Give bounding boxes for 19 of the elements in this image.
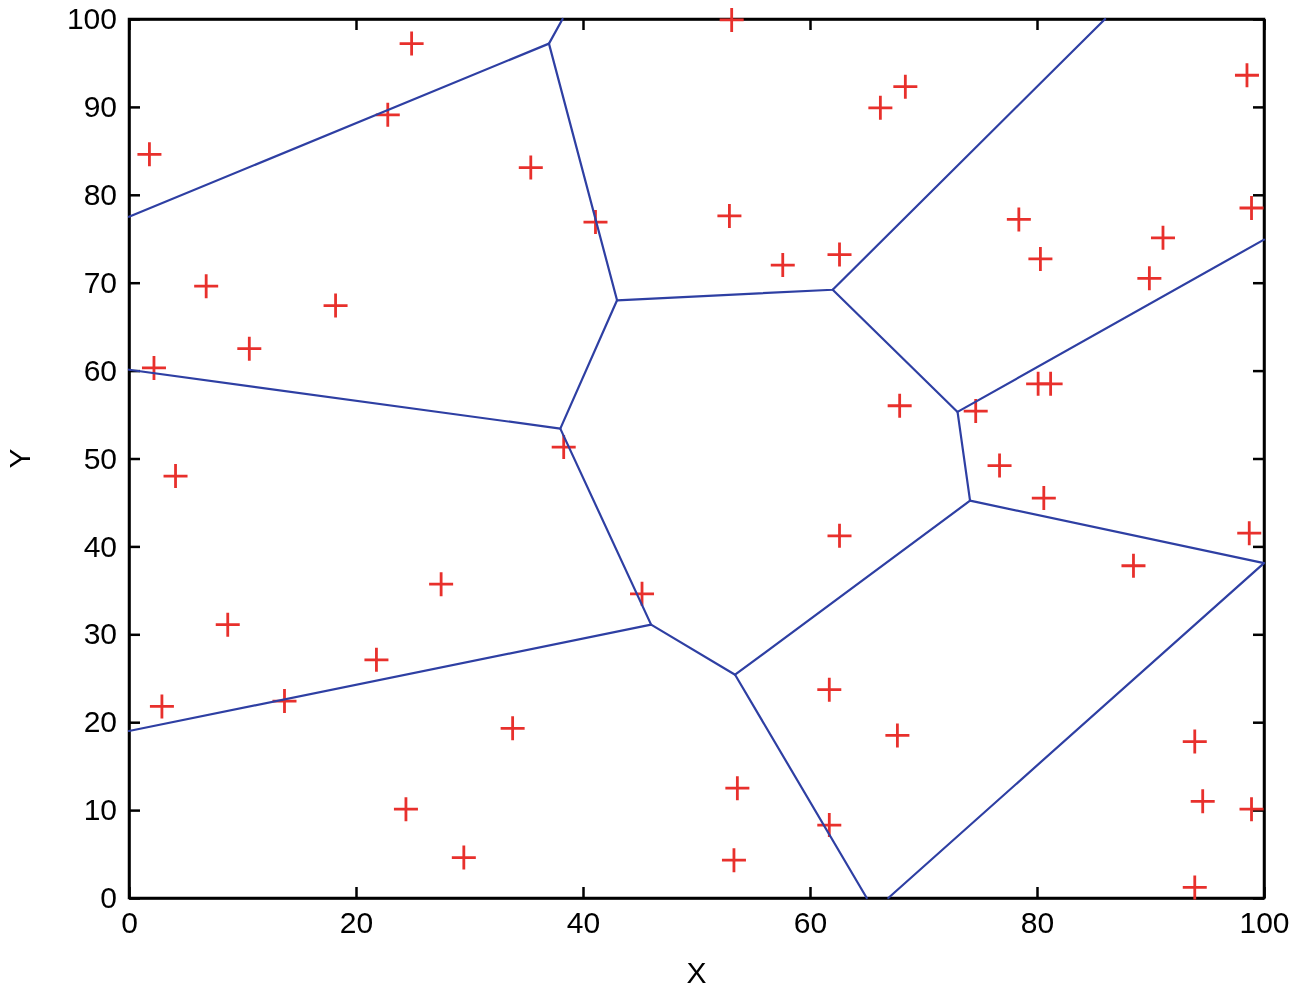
- x-tick-label: 80: [1020, 906, 1055, 940]
- y-tick-label: 20: [83, 705, 117, 739]
- y-tick-label: 0: [100, 881, 117, 915]
- y-tick-label: 10: [83, 793, 117, 827]
- y-tick-label: 60: [83, 353, 117, 387]
- y-tick-label: 70: [83, 265, 117, 299]
- y-tick-label: 100: [66, 2, 117, 36]
- x-tick-label: 100: [1239, 906, 1290, 940]
- x-tick-label: 20: [339, 906, 374, 940]
- x-axis-title: X: [686, 956, 707, 989]
- x-tick-label: 0: [121, 906, 138, 940]
- y-tick-label: 90: [83, 90, 117, 123]
- y-axis-title: Y: [3, 448, 36, 469]
- x-tick-label: 40: [566, 906, 601, 940]
- y-tick-label: 30: [83, 617, 117, 651]
- y-tick-label: 40: [83, 529, 117, 563]
- y-tick-label: 50: [83, 441, 117, 475]
- x-tick-label: 60: [793, 906, 828, 940]
- y-tick-label: 80: [83, 177, 117, 211]
